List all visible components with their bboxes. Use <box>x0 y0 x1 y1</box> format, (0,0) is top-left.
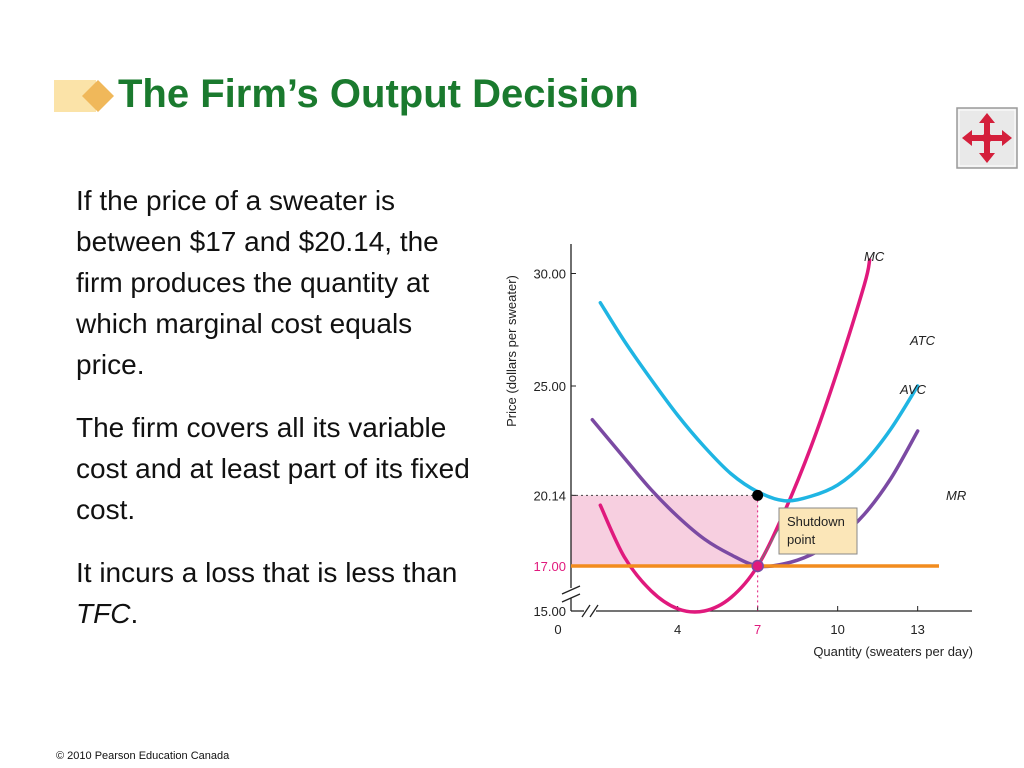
paragraph-3-end: . <box>130 598 139 629</box>
atc-curve <box>598 301 920 503</box>
page-title: The Firm’s Output Decision <box>118 72 639 116</box>
avc-label: AVC <box>899 382 927 397</box>
annotation-text: point <box>787 532 816 547</box>
annotation-box <box>778 507 858 555</box>
paragraph-3-text: It incurs a loss that is less than <box>76 557 458 588</box>
x-tick-label: 10 <box>830 622 844 637</box>
paragraph-3: It incurs a loss that is less than TFC. <box>76 552 476 634</box>
paragraph-2: The firm covers all its variable cost an… <box>76 412 470 525</box>
mr-label: MR <box>946 488 966 503</box>
y-axis-label: Price (dollars per sweater) <box>504 275 519 427</box>
mc-label: MC <box>864 249 885 264</box>
copyright-footer: © 2010 Pearson Education Canada <box>56 750 230 762</box>
y-axis-break <box>561 585 581 603</box>
x-tick-label: 13 <box>910 622 924 637</box>
tfc-term: TFC <box>76 598 131 629</box>
y-tick-label: 20.14 <box>533 488 566 503</box>
x-axis-break <box>581 604 599 618</box>
x-tick-label: 4 <box>674 622 681 637</box>
annotation-leader <box>757 522 783 567</box>
four-way-arrow-icon[interactable] <box>956 107 1018 169</box>
title-bullet-icon <box>54 80 114 112</box>
x-axis-label: Quantity (sweaters per day) <box>813 644 973 659</box>
x-tick-label: 7 <box>754 622 761 637</box>
cost-curves-chart: 15.00 17.00 20.14 25.00 30.00 4 7 10 13 0 Quantity… <box>504 244 973 659</box>
origin-label: 0 <box>554 622 561 637</box>
shutdown-point <box>751 559 764 573</box>
y-tick-label: 25.00 <box>533 379 566 394</box>
y-tick-label: 15.00 <box>533 604 566 619</box>
y-tick-label: 17.00 <box>533 559 566 574</box>
body-text: If the price of a sweater is between $17… <box>76 180 476 656</box>
annotation-text: Shutdown <box>787 514 845 529</box>
paragraph-1: If the price of a sweater is between $17… <box>76 185 439 380</box>
y-tick-label: 30.00 <box>533 267 566 282</box>
break-even-price-point <box>752 489 764 501</box>
mc-curve <box>598 258 872 614</box>
atc-label: ATC <box>909 333 936 348</box>
